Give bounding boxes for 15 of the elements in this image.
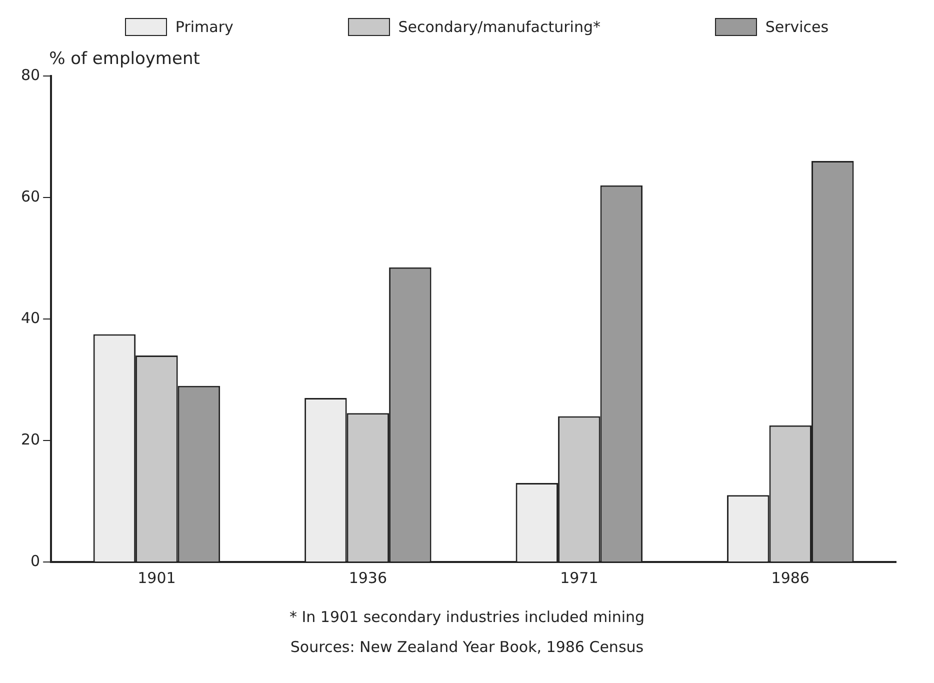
y-tick-label: 20 <box>20 430 40 448</box>
x-tick-label: 1936 <box>348 568 388 587</box>
y-tick-label: 0 <box>30 552 40 570</box>
y-tick-label: 60 <box>20 187 40 206</box>
y-tick-label: 80 <box>20 66 40 84</box>
y-tick-label: 40 <box>20 308 40 327</box>
legend-label: Services <box>765 18 829 36</box>
text: * In 1901 secondary industries included mining <box>288 608 646 626</box>
x-tick-label: 1986 <box>771 568 810 587</box>
source-note: Sources: New Zealand Year Book, 1986 Census <box>289 638 645 656</box>
y-axis-title: % of employment <box>49 48 200 69</box>
x-tick-label: 1901 <box>138 568 176 587</box>
x-tick-label: 1971 <box>560 568 598 587</box>
legend-label: Primary <box>175 18 234 36</box>
legend-label: Secondary/manufacturing* <box>398 18 600 36</box>
